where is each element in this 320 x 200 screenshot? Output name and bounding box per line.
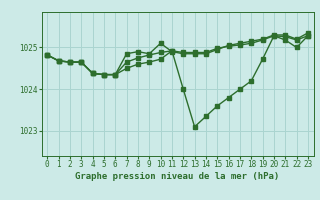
X-axis label: Graphe pression niveau de la mer (hPa): Graphe pression niveau de la mer (hPa) xyxy=(76,172,280,181)
